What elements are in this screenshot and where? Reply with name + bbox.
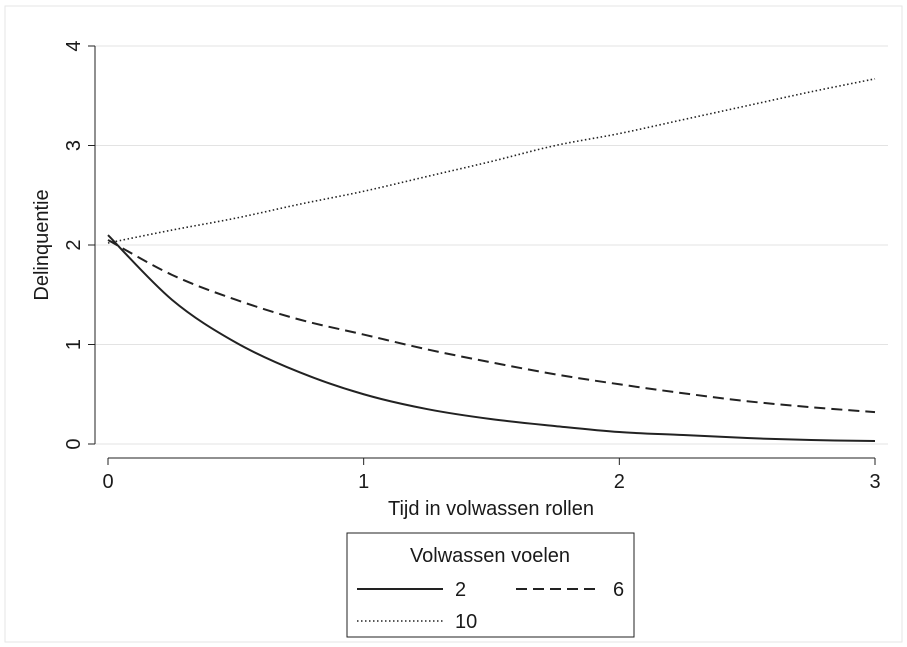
y-tick-label: 1 (63, 339, 85, 350)
y-tick-label: 2 (63, 239, 85, 250)
legend: Volwassen voelen 2 6 10 (346, 532, 635, 638)
series-line-10 (107, 78, 876, 244)
x-tick-label: 2 (614, 471, 625, 493)
legend-label-6: 6 (613, 579, 624, 601)
series-line-6 (107, 239, 876, 414)
x-tick-label: 3 (869, 471, 880, 493)
gridlines (95, 45, 888, 445)
x-axis-title: Tijd in volwassen rollen (388, 498, 594, 520)
y-tick-label: 4 (63, 40, 85, 51)
legend-label-10: 10 (455, 611, 477, 633)
x-tick-label: 1 (358, 471, 369, 493)
y-tick-label: 0 (63, 438, 85, 449)
series-line-2 (107, 234, 876, 443)
x-tick-label: 0 (102, 471, 113, 493)
legend-label-2: 2 (455, 579, 466, 601)
y-axis-title: Delinquentie (31, 189, 53, 300)
legend-title: Volwassen voelen (410, 545, 570, 567)
axes: 0 1 2 3 4 0 1 2 3 (63, 40, 881, 493)
series-lines (107, 78, 876, 443)
y-tick-label: 3 (63, 140, 85, 151)
legend-box (346, 532, 635, 638)
